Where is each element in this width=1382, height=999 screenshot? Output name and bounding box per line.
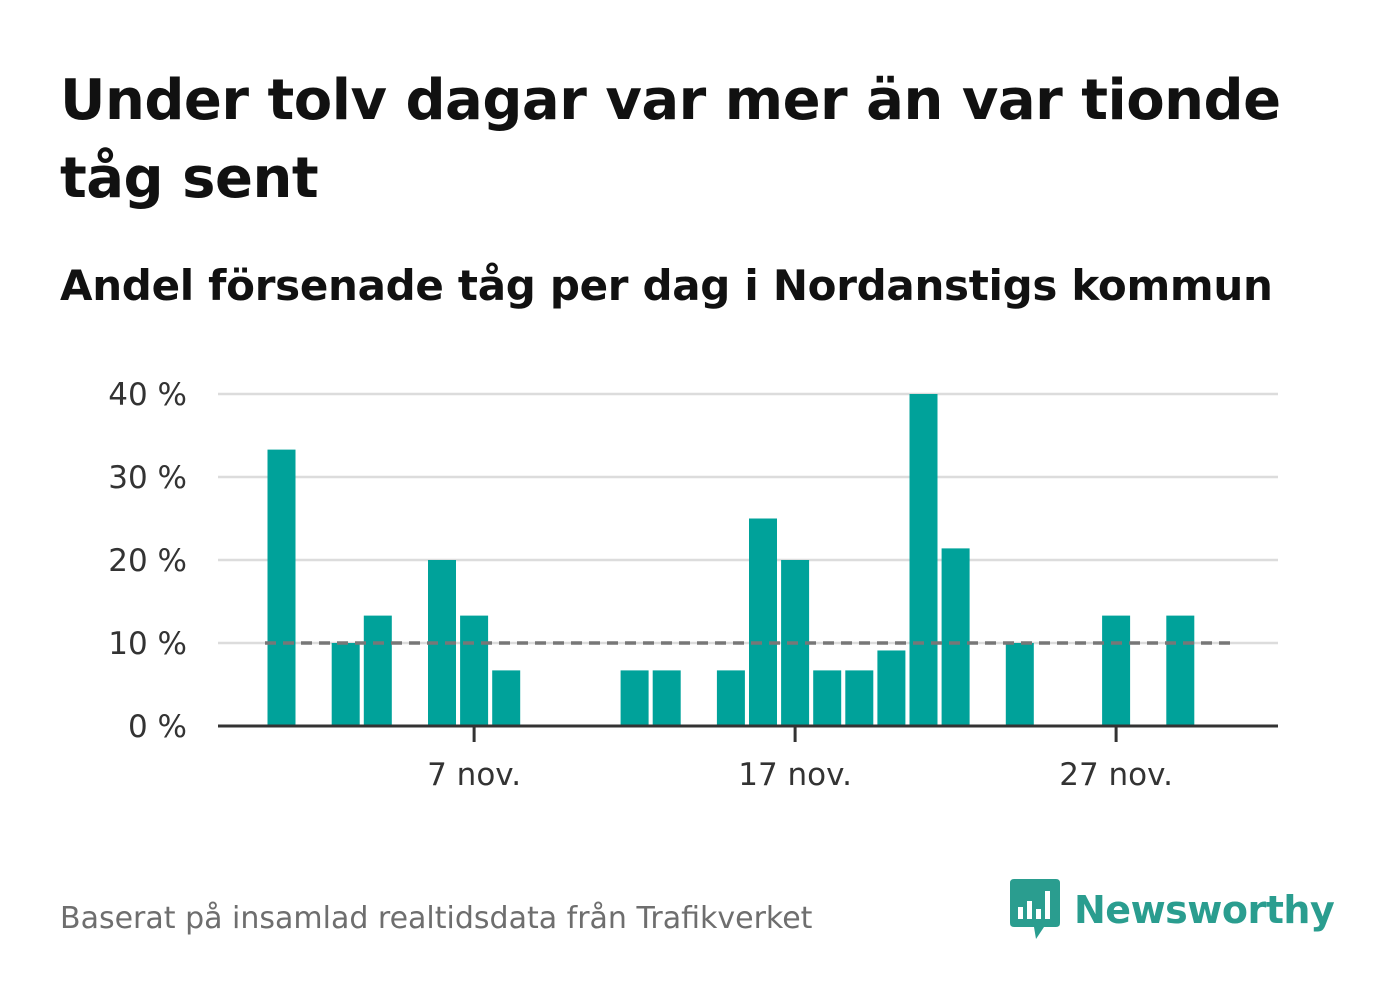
bar xyxy=(363,615,392,726)
bar xyxy=(620,670,649,726)
logo-text: Newsworthy xyxy=(1074,888,1335,932)
chart-title: Under tolv dagar var mer än var tionde t… xyxy=(60,68,1281,211)
x-tick-label: 7 nov. xyxy=(427,757,521,793)
bar xyxy=(652,670,681,726)
y-tick-label: 30 % xyxy=(108,460,187,496)
x-tick-label: 17 nov. xyxy=(738,757,852,793)
bar xyxy=(941,548,970,726)
axis-labels: 0 % 10 % 20 % 30 % 40 % 7 nov. 17 nov. 27 nov. xyxy=(108,377,1173,793)
y-tick-label: 20 % xyxy=(108,543,187,579)
x-axis xyxy=(218,724,1278,742)
y-tick-label: 0 % xyxy=(128,709,187,745)
bar xyxy=(1102,615,1131,726)
bar-chart: 0 % 10 % 20 % 30 % 40 % 7 nov. 17 nov. 27 nov. xyxy=(108,377,1278,793)
x-tick-label: 27 nov. xyxy=(1059,757,1173,793)
bar xyxy=(1166,615,1195,726)
newsworthy-logo: Newsworthy xyxy=(1010,878,1335,942)
y-tick-label: 10 % xyxy=(108,626,187,662)
gridlines xyxy=(218,392,1278,645)
bar xyxy=(1005,643,1034,726)
bar xyxy=(845,670,874,726)
bar xyxy=(749,518,777,726)
y-tick-label: 40 % xyxy=(108,377,187,413)
bar xyxy=(909,394,938,726)
bar xyxy=(267,449,296,726)
newsworthy-bar-chart-icon xyxy=(1010,879,1060,939)
bar xyxy=(492,670,521,726)
bar xyxy=(813,670,842,726)
bar xyxy=(460,615,489,726)
source-note: Baserat på insamlad realtidsdata från Tr… xyxy=(60,901,813,936)
chart-subtitle: Andel försenade tåg per dag i Nordanstig… xyxy=(60,261,1273,310)
bar xyxy=(716,670,745,726)
bar xyxy=(331,643,360,726)
bar xyxy=(877,650,906,726)
